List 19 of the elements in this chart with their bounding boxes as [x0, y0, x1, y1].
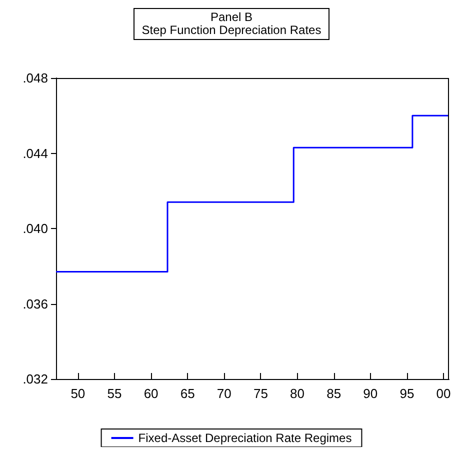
- x-tick-label: 50: [70, 386, 86, 401]
- x-tick-label: 85: [326, 386, 342, 401]
- x-tick-label: 55: [107, 386, 122, 401]
- y-tick-label: .044: [22, 146, 48, 161]
- y-tick-label: .036: [22, 296, 48, 312]
- x-tick-label: 60: [144, 386, 158, 401]
- y-tick-label: .032: [22, 372, 48, 386]
- y-tick-label: .040: [22, 221, 48, 236]
- y-tick-label: .048: [22, 70, 48, 86]
- x-tick-label: 75: [253, 386, 268, 401]
- chart-title: Panel B: [210, 10, 253, 24]
- x-tick-label: 70: [216, 386, 232, 401]
- x-tick-label: 90: [363, 386, 378, 401]
- x-tick-label: 80: [290, 386, 305, 401]
- chart-subtitle: Step Function Depreciation Rates: [142, 23, 322, 37]
- x-tick-label: 95: [400, 386, 414, 401]
- legend-label: Fixed-Asset Depreciation Rate Regimes: [138, 431, 352, 445]
- x-tick-label: 00: [436, 386, 451, 401]
- x-tick-label: 65: [180, 386, 195, 401]
